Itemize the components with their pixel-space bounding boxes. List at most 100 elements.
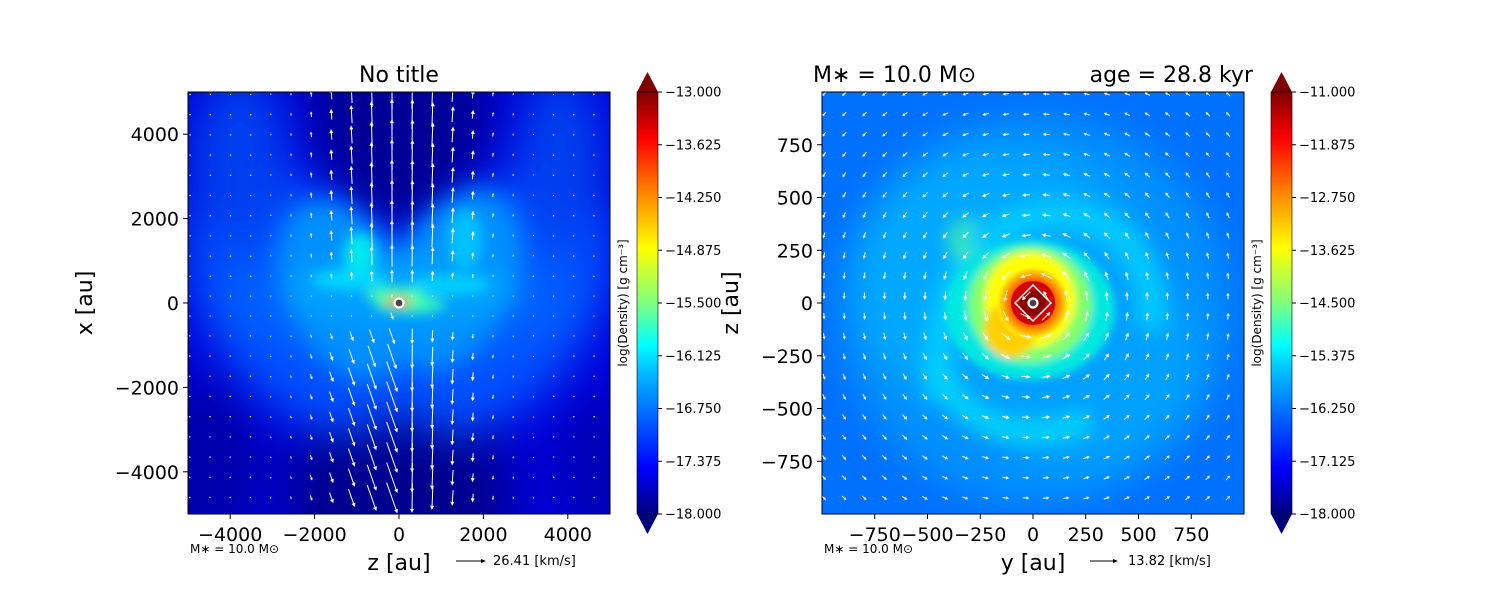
right-velocity-arrow xyxy=(1062,435,1071,440)
left-xtick-label: −2000 xyxy=(282,524,346,546)
left-velocity-arrow xyxy=(450,126,455,143)
right-velocity-arrow xyxy=(1165,252,1170,260)
left-velocity-arrow xyxy=(229,335,231,337)
left-xlabel: z [au] xyxy=(367,551,430,576)
left-colorbar-tick-label: −16.125 xyxy=(665,349,721,364)
right-velocity-arrow xyxy=(983,290,988,302)
left-velocity-arrow xyxy=(347,448,356,467)
left-velocity-arrow xyxy=(290,375,292,379)
right-velocity-arrow xyxy=(1002,92,1010,96)
right-velocity-arrow xyxy=(1002,112,1010,116)
right-velocity-arrow xyxy=(1123,394,1130,401)
left-velocity-arrow xyxy=(249,315,252,317)
right-velocity-arrow xyxy=(921,455,928,460)
right-velocity-arrow xyxy=(1205,496,1211,501)
right-velocity-arrow xyxy=(841,475,847,480)
left-velocity-arrow xyxy=(209,235,212,237)
right-colorbar-tick-label: −11.000 xyxy=(1299,86,1355,101)
left-velocity-arrow xyxy=(290,112,292,116)
right-velocity-arrow xyxy=(1041,374,1051,379)
right-velocity-arrow xyxy=(1165,232,1170,239)
right-velocity-arrow xyxy=(922,132,929,137)
left-velocity-arrow xyxy=(270,214,272,217)
left-velocity-arrow xyxy=(572,215,575,217)
right-velocity-arrow xyxy=(841,454,847,460)
right-velocity-arrow xyxy=(822,495,826,501)
left-velocity-arrow xyxy=(229,375,231,377)
right-velocity-arrow xyxy=(1145,332,1150,341)
left-velocity-arrow xyxy=(290,193,292,197)
right-velocity-arrow xyxy=(1165,332,1170,341)
right-velocity-arrow xyxy=(942,172,949,177)
left-velocity-arrow xyxy=(552,355,555,357)
right-velocity-arrow xyxy=(962,476,969,480)
left-velocity-arrow xyxy=(532,477,534,479)
right-velocity-arrow xyxy=(1144,212,1150,219)
left-velocity-arrow xyxy=(290,395,292,399)
left-velocity-arrow xyxy=(470,352,475,361)
left-velocity-arrow xyxy=(512,153,514,156)
right-velocity-arrow xyxy=(942,92,949,96)
left-velocity-arrow xyxy=(573,295,575,297)
right-velocity-arrow xyxy=(1083,232,1091,239)
left-velocity-arrow xyxy=(512,234,514,237)
left-velocity-arrow xyxy=(593,456,595,458)
left-velocity-arrow xyxy=(491,394,495,400)
right-velocity-arrow xyxy=(1144,435,1150,440)
left-velocity-arrow xyxy=(450,389,455,405)
right-velocity-arrow xyxy=(943,311,948,321)
left-velocity-arrow xyxy=(593,355,595,357)
right-velocity-arrow xyxy=(822,292,826,300)
right-velocity-arrow xyxy=(1185,112,1191,117)
left-velocity-arrow xyxy=(369,246,374,266)
right-velocity-arrow xyxy=(842,252,846,259)
left-velocity-arrow xyxy=(512,113,514,116)
right-velocity-arrow xyxy=(1205,172,1211,178)
right-velocity-arrow xyxy=(1083,152,1091,157)
left-ytick-label: 4000 xyxy=(131,124,179,146)
right-title-age: age = 28.8 kyr xyxy=(1090,63,1254,88)
left-velocity-arrow xyxy=(270,355,272,358)
left-velocity-arrow xyxy=(573,496,575,499)
left-velocity-arrow xyxy=(189,255,191,257)
right-velocity-arrow xyxy=(1041,394,1051,399)
left-velocity-arrow xyxy=(249,194,252,197)
right-velocity-arrow xyxy=(1144,455,1150,460)
left-velocity-arrow xyxy=(470,372,475,382)
right-velocity-arrow xyxy=(1104,311,1109,321)
right-velocity-arrow xyxy=(1226,252,1230,259)
left-velocity-arrow xyxy=(470,453,475,462)
left-velocity-arrow xyxy=(309,131,313,138)
left-velocity-arrow xyxy=(410,328,415,345)
left-velocity-arrow xyxy=(290,355,292,358)
right-velocity-arrow xyxy=(842,192,847,198)
left-velocity-arrow xyxy=(430,346,435,367)
right-velocity-arrow xyxy=(902,112,908,116)
right-velocity-arrow xyxy=(862,111,867,117)
right-velocity-arrow xyxy=(982,192,990,197)
right-velocity-arrow xyxy=(1103,212,1111,219)
right-velocity-arrow xyxy=(982,476,989,480)
left-velocity-arrow xyxy=(386,442,398,473)
right-velocity-arrow xyxy=(981,374,990,380)
left-velocity-arrow xyxy=(532,315,535,317)
right-velocity-arrow xyxy=(1185,312,1190,320)
right-velocity-arrow xyxy=(922,192,928,198)
right-velocity-arrow xyxy=(961,435,969,440)
left-velocity-arrow xyxy=(229,355,231,357)
left-velocity-arrow xyxy=(593,295,595,297)
right-velocity-arrow xyxy=(1165,373,1170,381)
left-axis-ticks: −4000 −2000 0 2000 4000 −4000 −2000 0 2000 4000 xyxy=(115,124,592,546)
right-velocity-arrow xyxy=(982,496,989,500)
right-velocity-arrow xyxy=(902,132,908,137)
left-velocity-arrow xyxy=(492,253,494,258)
left-velocity-arrow xyxy=(229,456,231,458)
left-velocity-arrow xyxy=(229,194,232,197)
left-velocity-arrow xyxy=(452,295,454,297)
left-velocity-arrow xyxy=(492,335,494,338)
right-velocity-arrow xyxy=(1144,373,1150,381)
right-velocity-arrow xyxy=(1041,213,1051,218)
right-velocity-arrow xyxy=(1002,310,1009,322)
left-velocity-arrow xyxy=(388,328,396,345)
right-velocity-arrow xyxy=(903,231,907,239)
